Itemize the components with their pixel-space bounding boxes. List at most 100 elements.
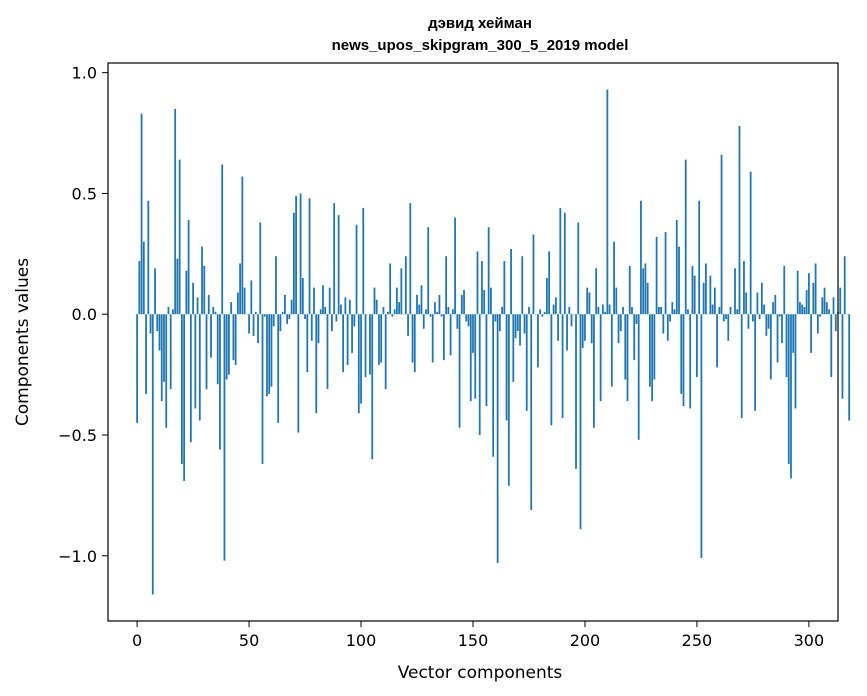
bar xyxy=(691,265,694,315)
y-axis-ticks: −1.0 −0.5 0.0 0.5 1.0 xyxy=(58,64,108,566)
bar xyxy=(284,294,286,315)
bar xyxy=(519,314,521,346)
bar xyxy=(313,287,315,315)
bar xyxy=(393,309,396,315)
bar xyxy=(382,306,385,315)
bar xyxy=(747,314,750,329)
bar xyxy=(342,314,345,373)
bar xyxy=(324,306,327,315)
bar xyxy=(720,154,723,315)
bar xyxy=(584,314,586,341)
bar xyxy=(407,314,409,336)
bar xyxy=(687,309,689,315)
bar xyxy=(454,217,456,315)
bar xyxy=(601,304,604,315)
bar xyxy=(248,314,250,334)
bar xyxy=(597,306,600,315)
bar xyxy=(203,265,206,315)
bar xyxy=(147,200,150,315)
bar xyxy=(805,290,808,315)
bar xyxy=(794,314,797,409)
bar xyxy=(711,304,714,315)
bar xyxy=(326,314,329,390)
bar xyxy=(810,314,813,353)
bar xyxy=(673,309,676,315)
bar xyxy=(413,314,416,373)
bar xyxy=(290,299,293,315)
bar xyxy=(266,314,268,397)
bar xyxy=(819,314,821,317)
bar xyxy=(429,314,432,317)
bar xyxy=(700,314,703,559)
bar xyxy=(373,287,376,315)
bar xyxy=(563,212,566,315)
bar xyxy=(492,314,495,457)
bar xyxy=(814,263,817,315)
bar xyxy=(463,290,465,315)
bar xyxy=(570,314,573,327)
bar xyxy=(644,263,647,315)
bar xyxy=(622,306,624,315)
bar xyxy=(698,200,701,315)
bar xyxy=(682,314,685,407)
bar xyxy=(830,314,833,378)
bar xyxy=(232,314,235,361)
bar xyxy=(328,287,331,315)
bar xyxy=(512,314,515,382)
bar xyxy=(702,282,705,315)
x-tick-label: 150 xyxy=(458,631,489,650)
bar xyxy=(308,198,311,315)
bar xyxy=(521,256,524,315)
bar xyxy=(181,314,183,464)
bar xyxy=(344,297,347,315)
bar xyxy=(743,261,745,315)
bar xyxy=(709,275,712,315)
bar xyxy=(689,314,692,409)
bar xyxy=(778,314,781,317)
bar xyxy=(319,309,322,315)
bar xyxy=(178,159,181,315)
bar xyxy=(140,113,143,315)
bar xyxy=(633,314,636,361)
bar xyxy=(447,306,450,315)
bar xyxy=(669,314,671,322)
bar xyxy=(337,215,340,315)
bar xyxy=(389,263,392,315)
bar xyxy=(624,314,627,380)
bar xyxy=(552,304,555,315)
bar xyxy=(391,314,394,317)
bar xyxy=(774,294,777,315)
bar xyxy=(514,314,517,339)
bar xyxy=(812,282,815,315)
bar xyxy=(355,224,358,315)
bar xyxy=(268,314,271,394)
bar xyxy=(281,311,284,315)
bar xyxy=(230,302,233,315)
bar xyxy=(664,232,667,315)
bar xyxy=(234,314,237,365)
bar xyxy=(317,314,320,344)
x-tick-label: 300 xyxy=(794,631,825,650)
bar xyxy=(666,314,669,341)
bar xyxy=(194,314,197,409)
bar xyxy=(532,234,535,315)
bar xyxy=(696,314,698,378)
bar xyxy=(212,306,215,315)
bar xyxy=(216,314,219,385)
bar xyxy=(322,285,324,315)
bar xyxy=(581,314,584,349)
bar xyxy=(174,108,177,315)
bar xyxy=(196,297,199,315)
plot-area-frame xyxy=(107,62,839,622)
bar xyxy=(575,314,577,469)
bar xyxy=(142,241,145,315)
bar xyxy=(183,314,186,481)
bar xyxy=(843,256,846,315)
bar xyxy=(207,294,210,315)
bar xyxy=(449,314,452,356)
bar xyxy=(550,314,553,426)
y-axis-label: Components values xyxy=(13,258,33,426)
bar xyxy=(364,314,367,378)
bar xyxy=(640,200,642,315)
bar xyxy=(543,311,546,315)
